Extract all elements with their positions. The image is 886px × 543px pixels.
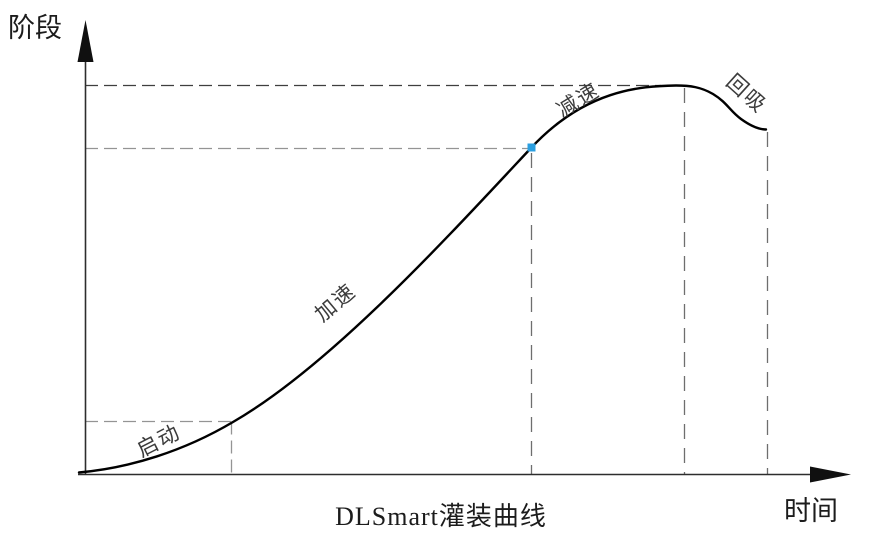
- phase-label-decelerate: 减速: [552, 78, 604, 122]
- y-axis-label: 阶段: [8, 13, 62, 43]
- curve-grip-marker: [527, 143, 536, 152]
- x-axis-label: 时间: [784, 496, 838, 526]
- phase-label-accelerate: 加速: [310, 279, 361, 327]
- filling-curve: [77, 84, 768, 474]
- chart-title: DLSmart灌装曲线: [335, 502, 547, 531]
- guide-lines: [85, 84, 769, 474]
- x-axis-arrow-icon: [810, 466, 851, 483]
- axes: [77, 20, 851, 483]
- phase-label-suckback: 回吸: [722, 69, 772, 118]
- y-axis-arrow-icon: [77, 20, 94, 62]
